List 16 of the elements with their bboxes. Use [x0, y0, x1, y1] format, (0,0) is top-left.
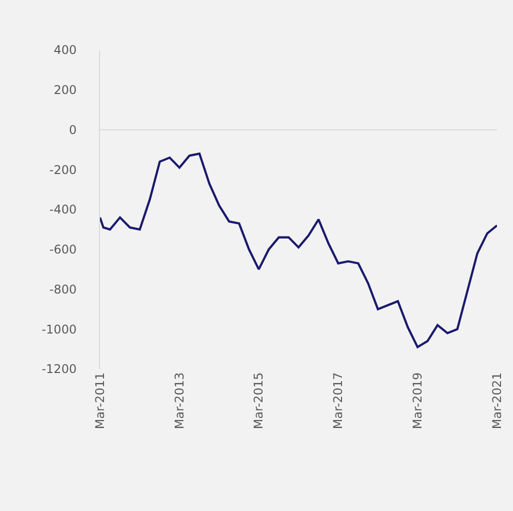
y-tick-label: 200: [54, 83, 77, 98]
y-tick-label: -200: [49, 162, 77, 177]
x-tick-label: Mar-2013: [172, 372, 186, 430]
y-tick-label: 400: [54, 43, 77, 58]
y-tick-label: 0: [68, 122, 77, 137]
y-tick-label: -600: [49, 242, 77, 257]
x-tick-label: Mar-2019: [410, 372, 424, 430]
x-tick-label: Mar-2015: [252, 372, 266, 430]
y-tick-label: -400: [49, 202, 77, 217]
x-tick-label: Mar-2021: [490, 372, 504, 430]
y-tick-label: -1200: [42, 362, 77, 376]
x-tick-label: Mar-2011: [92, 372, 107, 430]
y-tick-label: -1000: [42, 322, 77, 336]
y-tick-label: -800: [49, 282, 77, 296]
x-tick-label: Mar-2017: [331, 372, 346, 430]
line-series: [100, 152, 497, 348]
